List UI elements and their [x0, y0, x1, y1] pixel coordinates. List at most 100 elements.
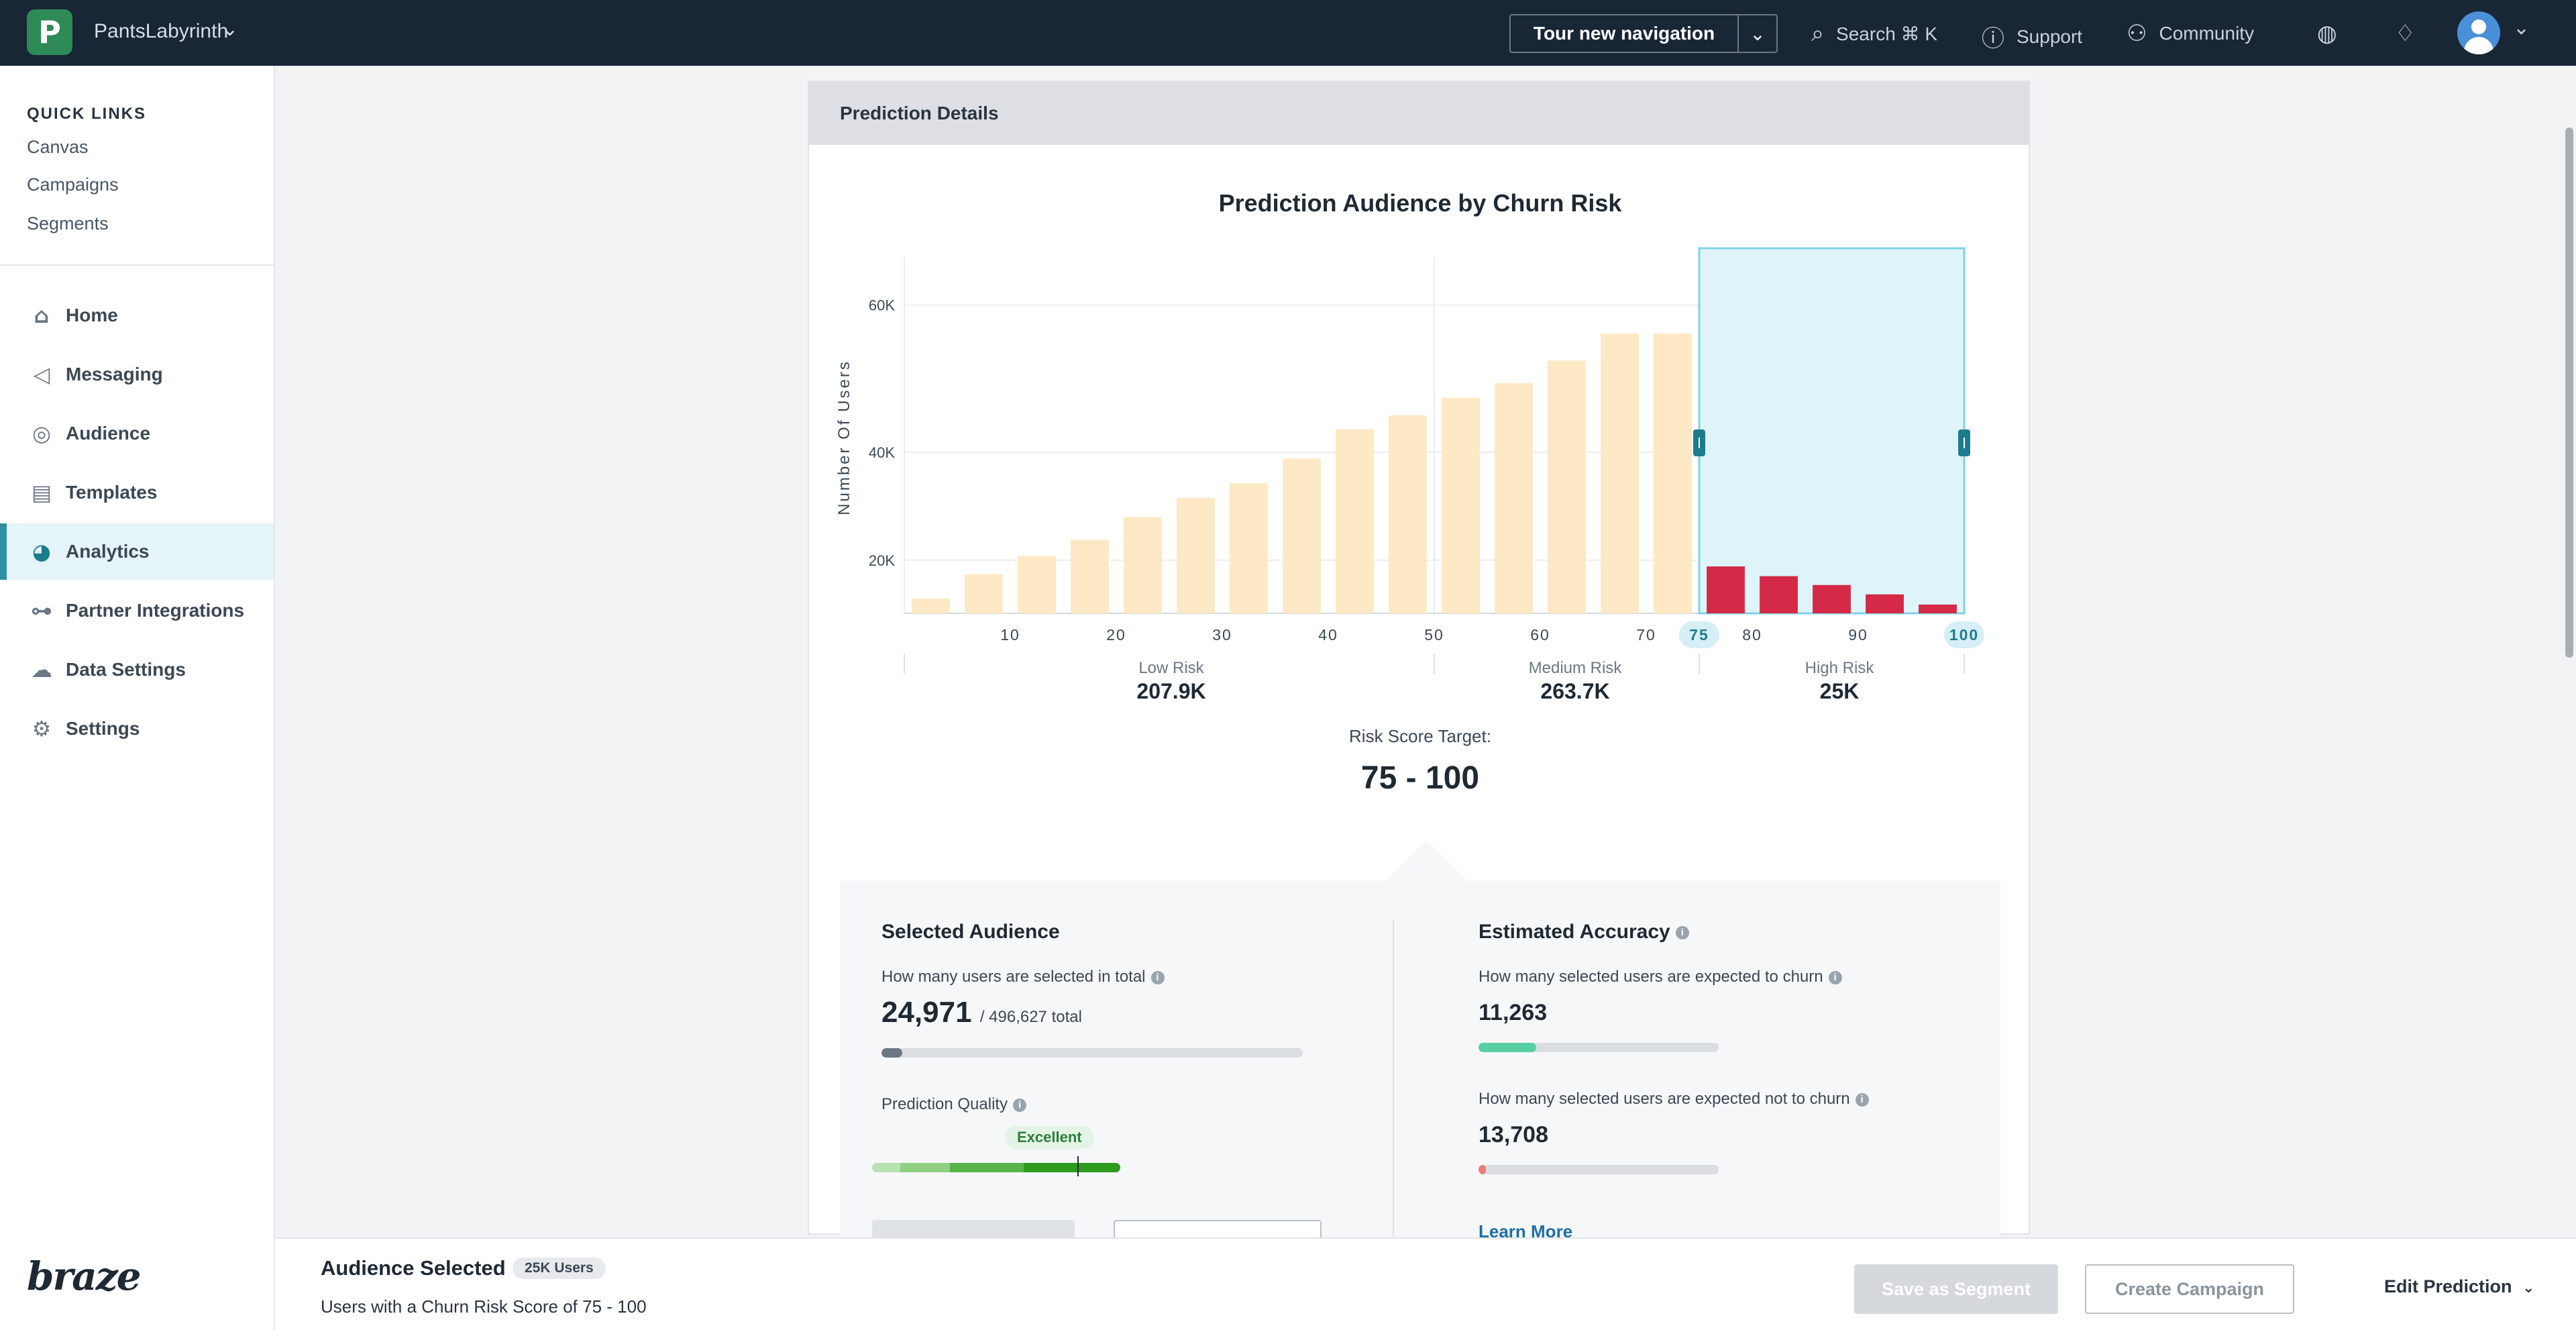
- chevron-down-icon[interactable]: ⌄: [1737, 14, 1778, 53]
- templates-icon: ▤: [31, 480, 52, 505]
- x-tick-label: 40: [1318, 626, 1338, 644]
- footer-title: Audience Selected: [321, 1256, 506, 1280]
- gear-icon: ⚙: [32, 716, 52, 741]
- risk-group-value: 263.7K: [1540, 679, 1610, 703]
- workspace-name[interactable]: PantsLabyrinth: [94, 20, 229, 42]
- card-header: Prediction Details: [809, 82, 2029, 145]
- chevron-down-icon[interactable]: ⌄: [2513, 17, 2530, 39]
- sidebar-item-data-settings[interactable]: ☁ Data Settings: [0, 642, 274, 698]
- pie-chart-icon: ◕: [32, 539, 51, 564]
- sidebar-item-label: Data Settings: [66, 659, 186, 680]
- edit-prediction-button[interactable]: Edit Prediction ⌄: [2384, 1276, 2534, 1297]
- support-link[interactable]: ⓘ Support: [1982, 20, 2082, 53]
- estimated-accuracy-text: Estimated Accuracy: [1479, 921, 1670, 943]
- x-tick-highlight: [1944, 621, 1984, 648]
- sidebar-item-analytics[interactable]: ◕ Analytics: [0, 523, 274, 580]
- info-icon[interactable]: i: [1675, 926, 1689, 940]
- top-navigation-bar: P PantsLabyrinth ⌄ Tour new navigation ⌄…: [0, 0, 2576, 66]
- risk-group-label: Medium Risk: [1528, 659, 1622, 677]
- sidebar-item-settings[interactable]: ⚙ Settings: [0, 701, 274, 757]
- info-icon[interactable]: i: [1855, 1092, 1869, 1107]
- language-button[interactable]: ◍: [2317, 20, 2337, 47]
- quick-link-segments[interactable]: Segments: [27, 213, 109, 234]
- risk-target-label: Risk Score Target:: [1349, 726, 1491, 746]
- prediction-quality-text: Prediction Quality: [881, 1095, 1008, 1113]
- quick-link-canvas[interactable]: Canvas: [27, 137, 89, 157]
- bar: [1389, 415, 1427, 613]
- search-icon: ⌕: [1811, 20, 1825, 47]
- stats-divider: [1393, 921, 1394, 1236]
- churn-risk-chart[interactable]: 20K 40K 60K 10 20 30 40 50 60 70 75 80 90 100 Number O…: [809, 82, 2031, 726]
- info-icon[interactable]: i: [1828, 970, 1842, 984]
- expected-not-churn-progress: [1479, 1165, 1719, 1174]
- sidebar-item-label: Templates: [66, 482, 158, 503]
- community-label: Community: [2159, 23, 2255, 44]
- info-icon[interactable]: i: [1150, 970, 1165, 984]
- user-avatar[interactable]: [2457, 11, 2500, 54]
- bar: [965, 574, 1003, 613]
- panel-pointer: [1386, 840, 1466, 880]
- globe-icon: ◍: [2317, 20, 2337, 47]
- bar: [1442, 397, 1480, 613]
- bar: [1230, 483, 1268, 613]
- bar: [1760, 576, 1798, 613]
- tour-navigation-button[interactable]: Tour new navigation: [1509, 14, 1737, 53]
- risk-group-value: 25K: [1819, 679, 1860, 703]
- estimated-accuracy-title: Estimated Accuracy i: [1479, 921, 1689, 943]
- community-link[interactable]: ⚇ Community: [2127, 20, 2254, 47]
- edit-prediction-label: Edit Prediction: [2384, 1276, 2512, 1296]
- support-icon: ⓘ: [1982, 25, 2004, 52]
- risk-group-medium: Medium Risk 263.7K: [1495, 659, 1656, 704]
- x-tick-label: 70: [1636, 626, 1656, 644]
- brand-logo: braze: [27, 1254, 142, 1299]
- expected-churn-question: How many selected users are expected to …: [1479, 968, 1842, 986]
- info-icon[interactable]: i: [1013, 1098, 1027, 1112]
- expected-churn-text: How many selected users are expected to …: [1479, 968, 1823, 986]
- selected-total-question-text: How many users are selected in total: [881, 968, 1146, 986]
- stats-panel: [840, 880, 2000, 1243]
- sidebar-item-home[interactable]: ⌂ Home: [0, 287, 274, 344]
- sidebar-item-partner-integrations[interactable]: ⊶ Partner Integrations: [0, 582, 274, 639]
- bar: [1336, 429, 1374, 613]
- users-count-badge: 25K Users: [513, 1258, 606, 1279]
- sidebar-item-label: Messaging: [66, 364, 163, 385]
- workspace-logo[interactable]: P: [27, 9, 72, 55]
- bar: [1866, 594, 1904, 613]
- expected-not-churn-value: 13,708: [1479, 1122, 1548, 1147]
- home-icon: ⌂: [34, 303, 50, 328]
- prediction-details-card: Prediction Details Prediction Audience b…: [808, 81, 2031, 1243]
- bell-icon: ♢: [2395, 20, 2416, 47]
- sidebar-item-templates[interactable]: ▤ Templates: [0, 464, 274, 521]
- footer-subtitle: Users with a Churn Risk Score of 75 - 10…: [321, 1296, 647, 1317]
- risk-group-value: 207.9K: [1136, 679, 1206, 703]
- notifications-button[interactable]: ♢: [2395, 20, 2415, 47]
- x-tick-label: 75: [1689, 626, 1709, 644]
- sidebar-item-label: Partner Integrations: [66, 600, 245, 621]
- bar: [1813, 584, 1851, 613]
- sidebar-item-label: Settings: [66, 718, 140, 739]
- scrollbar-thumb[interactable]: [2565, 127, 2573, 658]
- sidebar-item-audience[interactable]: ◎ Audience: [0, 405, 274, 462]
- chevron-down-icon[interactable]: ⌄: [221, 18, 239, 40]
- risk-group-label: Low Risk: [1138, 659, 1204, 677]
- sidebar-item-label: Home: [66, 305, 118, 325]
- quality-badge: Excellent: [1005, 1126, 1094, 1149]
- bar: [1071, 540, 1109, 613]
- bar: [1601, 333, 1639, 613]
- audience-secondary-button[interactable]: [872, 1220, 1075, 1240]
- create-campaign-button[interactable]: Create Campaign: [2085, 1264, 2294, 1314]
- integrations-icon: ⊶: [31, 598, 52, 623]
- selection-range: [1698, 247, 1966, 615]
- bar: [1548, 360, 1586, 613]
- sidebar-item-messaging[interactable]: ◁ Messaging: [0, 346, 274, 403]
- progress-fill: [881, 1048, 903, 1058]
- x-tick-label: 100: [1949, 626, 1979, 644]
- y-tick-label: 60K: [869, 297, 895, 314]
- audience-outline-button[interactable]: [1114, 1220, 1322, 1240]
- search-button[interactable]: ⌕ Search ⌘ K: [1811, 20, 1937, 47]
- x-tick-label: 80: [1742, 626, 1762, 644]
- support-label: Support: [2017, 25, 2083, 47]
- save-as-segment-button[interactable]: Save as Segment: [1854, 1264, 2058, 1314]
- quick-link-campaigns[interactable]: Campaigns: [27, 174, 119, 195]
- y-tick-label: 20K: [869, 552, 895, 569]
